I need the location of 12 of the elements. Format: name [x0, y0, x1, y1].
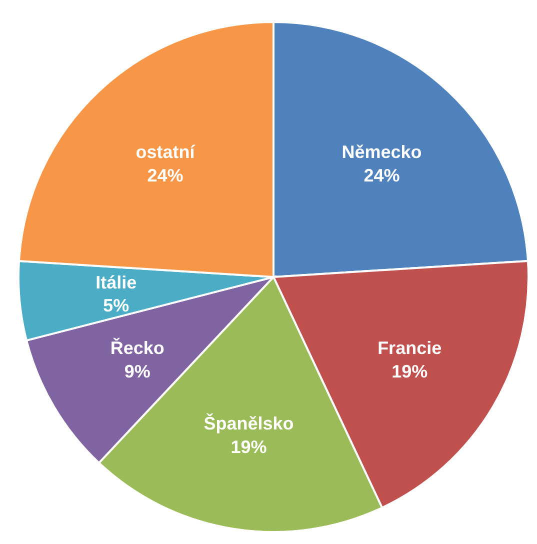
data-label: 24% — [147, 166, 184, 186]
data-label: 24% — [364, 166, 400, 186]
slice-label: ostatní — [136, 142, 196, 162]
data-label: 9% — [124, 361, 150, 382]
data-label: 5% — [103, 296, 130, 316]
slice-label: Španělsko — [204, 412, 294, 434]
slice-label: Francie — [378, 338, 442, 358]
slice-label: Itálie — [96, 272, 137, 292]
data-label: 19% — [230, 436, 267, 457]
slice-label: Německo — [342, 142, 422, 162]
data-label: 19% — [392, 361, 428, 382]
slice-label: Řecko — [110, 336, 164, 358]
